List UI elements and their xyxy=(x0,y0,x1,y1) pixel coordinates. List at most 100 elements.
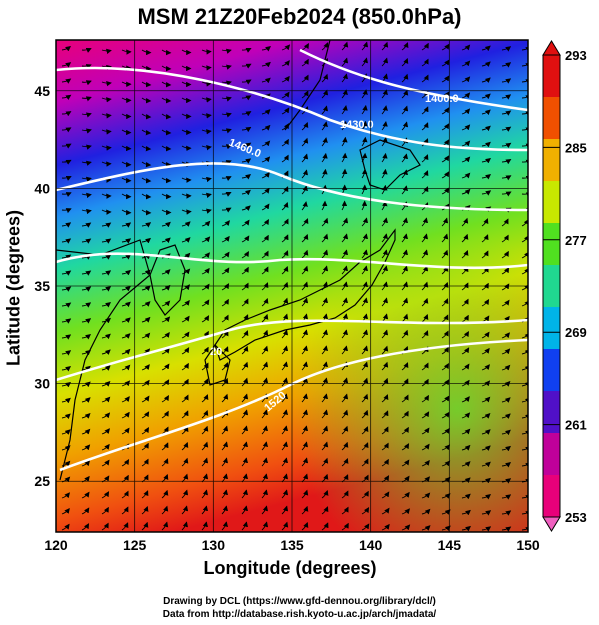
streamline-arrow xyxy=(101,475,110,483)
streamline-arrow xyxy=(61,397,71,404)
streamline-arrow xyxy=(501,250,509,259)
streamline-arrow xyxy=(481,45,491,52)
streamline-arrow xyxy=(141,81,152,88)
streamline-arrow xyxy=(181,299,190,307)
x-tick-label: 150 xyxy=(516,537,540,553)
streamline-arrow xyxy=(341,57,349,67)
streamline-arrow xyxy=(501,191,512,197)
streamline-arrow xyxy=(501,78,512,84)
streamline-arrow xyxy=(241,361,249,371)
streamline-arrow xyxy=(241,298,249,307)
streamline-arrow xyxy=(381,217,389,227)
streamline-arrow xyxy=(161,237,171,244)
streamline-arrow xyxy=(121,222,132,228)
streamline-arrow xyxy=(421,508,431,515)
streamline-arrow xyxy=(401,459,410,467)
streamline-arrow xyxy=(81,334,92,340)
streamline-arrow xyxy=(221,521,229,531)
streamline-arrow xyxy=(381,394,389,403)
streamline-arrow xyxy=(161,65,172,72)
streamline-arrow xyxy=(261,140,271,147)
streamline-arrow xyxy=(421,427,430,435)
streamline-arrow xyxy=(361,442,369,451)
streamline-arrow xyxy=(481,157,492,164)
streamline-arrow xyxy=(461,493,471,500)
streamline-arrow xyxy=(341,409,349,419)
streamline-arrow xyxy=(101,443,110,451)
streamline-arrow xyxy=(101,349,111,356)
streamline-arrow xyxy=(361,523,370,531)
streamline-arrow xyxy=(61,381,72,388)
streamline-arrow xyxy=(321,42,329,51)
streamline-arrow xyxy=(121,522,129,531)
streamline-arrow xyxy=(241,457,249,467)
x-tick-label: 130 xyxy=(202,537,226,553)
streamline-arrow xyxy=(461,444,471,451)
streamline-arrow xyxy=(401,73,409,83)
streamline-arrow xyxy=(461,298,469,307)
streamline-arrow xyxy=(481,510,492,516)
streamline-arrow xyxy=(281,377,289,387)
streamline-arrow xyxy=(221,505,229,515)
streamline-arrow xyxy=(461,60,471,67)
streamline-arrow xyxy=(341,297,349,307)
streamline-arrow xyxy=(421,297,429,307)
streamline-arrow xyxy=(241,95,252,101)
streamline-arrow xyxy=(461,477,471,484)
streamline-arrow xyxy=(101,222,112,228)
streamline-arrow xyxy=(81,428,91,435)
streamline-arrow xyxy=(201,409,209,419)
streamline-arrow xyxy=(161,193,172,200)
streamline-arrow xyxy=(61,254,72,260)
streamline-arrow xyxy=(441,155,450,163)
streamline-arrow xyxy=(401,281,409,291)
streamline-arrow xyxy=(401,121,409,131)
streamline-arrow xyxy=(121,506,129,515)
colorbar-min-arrow xyxy=(542,516,561,532)
streamline-arrow xyxy=(301,74,309,83)
streamline-arrow xyxy=(221,235,230,243)
streamline-arrow xyxy=(261,505,269,515)
streamline-arrow xyxy=(141,145,152,152)
streamline-arrow xyxy=(181,113,192,120)
streamline-arrow xyxy=(321,200,328,211)
streamline-arrow xyxy=(201,208,212,214)
streamline-arrow xyxy=(501,397,511,403)
streamline-arrow xyxy=(401,185,409,195)
streamline-arrow xyxy=(261,457,269,467)
streamline-arrow xyxy=(501,413,511,420)
streamline-arrow xyxy=(401,508,410,515)
streamline-arrow xyxy=(421,186,429,195)
streamline-arrow xyxy=(301,281,309,291)
streamline-arrow xyxy=(341,441,349,451)
streamline-arrow xyxy=(81,208,92,215)
drawing-credit: Drawing by DCL (https://www.gfd-dennou.o… xyxy=(163,596,436,607)
streamline-arrow xyxy=(101,412,111,419)
streamline-arrow xyxy=(141,65,152,72)
streamline-arrow xyxy=(341,281,349,291)
streamline-arrow xyxy=(421,42,429,51)
coastlines xyxy=(56,40,421,481)
streamline-arrow xyxy=(421,249,429,259)
x-tick-label: 135 xyxy=(280,537,304,553)
streamline-arrow xyxy=(121,209,132,216)
streamline-arrow xyxy=(61,476,71,483)
streamline-arrow xyxy=(201,97,212,103)
streamline-arrow xyxy=(261,282,269,291)
streamline-arrow xyxy=(301,521,309,531)
streamline-arrow xyxy=(521,78,528,84)
streamline-arrow xyxy=(281,123,290,131)
streamline-arrow xyxy=(401,491,410,499)
streamline-arrow xyxy=(441,249,449,259)
streamline-arrow xyxy=(461,412,471,419)
streamline-arrow xyxy=(101,302,112,308)
streamline-arrow xyxy=(221,128,232,134)
streamline-arrow xyxy=(381,168,388,179)
streamline-arrow xyxy=(241,393,249,403)
streamline-arrow xyxy=(161,395,169,403)
streamline-arrow xyxy=(61,222,72,228)
streamline-arrow xyxy=(61,143,72,149)
streamline-arrow xyxy=(481,174,492,180)
streamline-arrow xyxy=(301,457,309,467)
streamline-arrow xyxy=(201,220,211,227)
